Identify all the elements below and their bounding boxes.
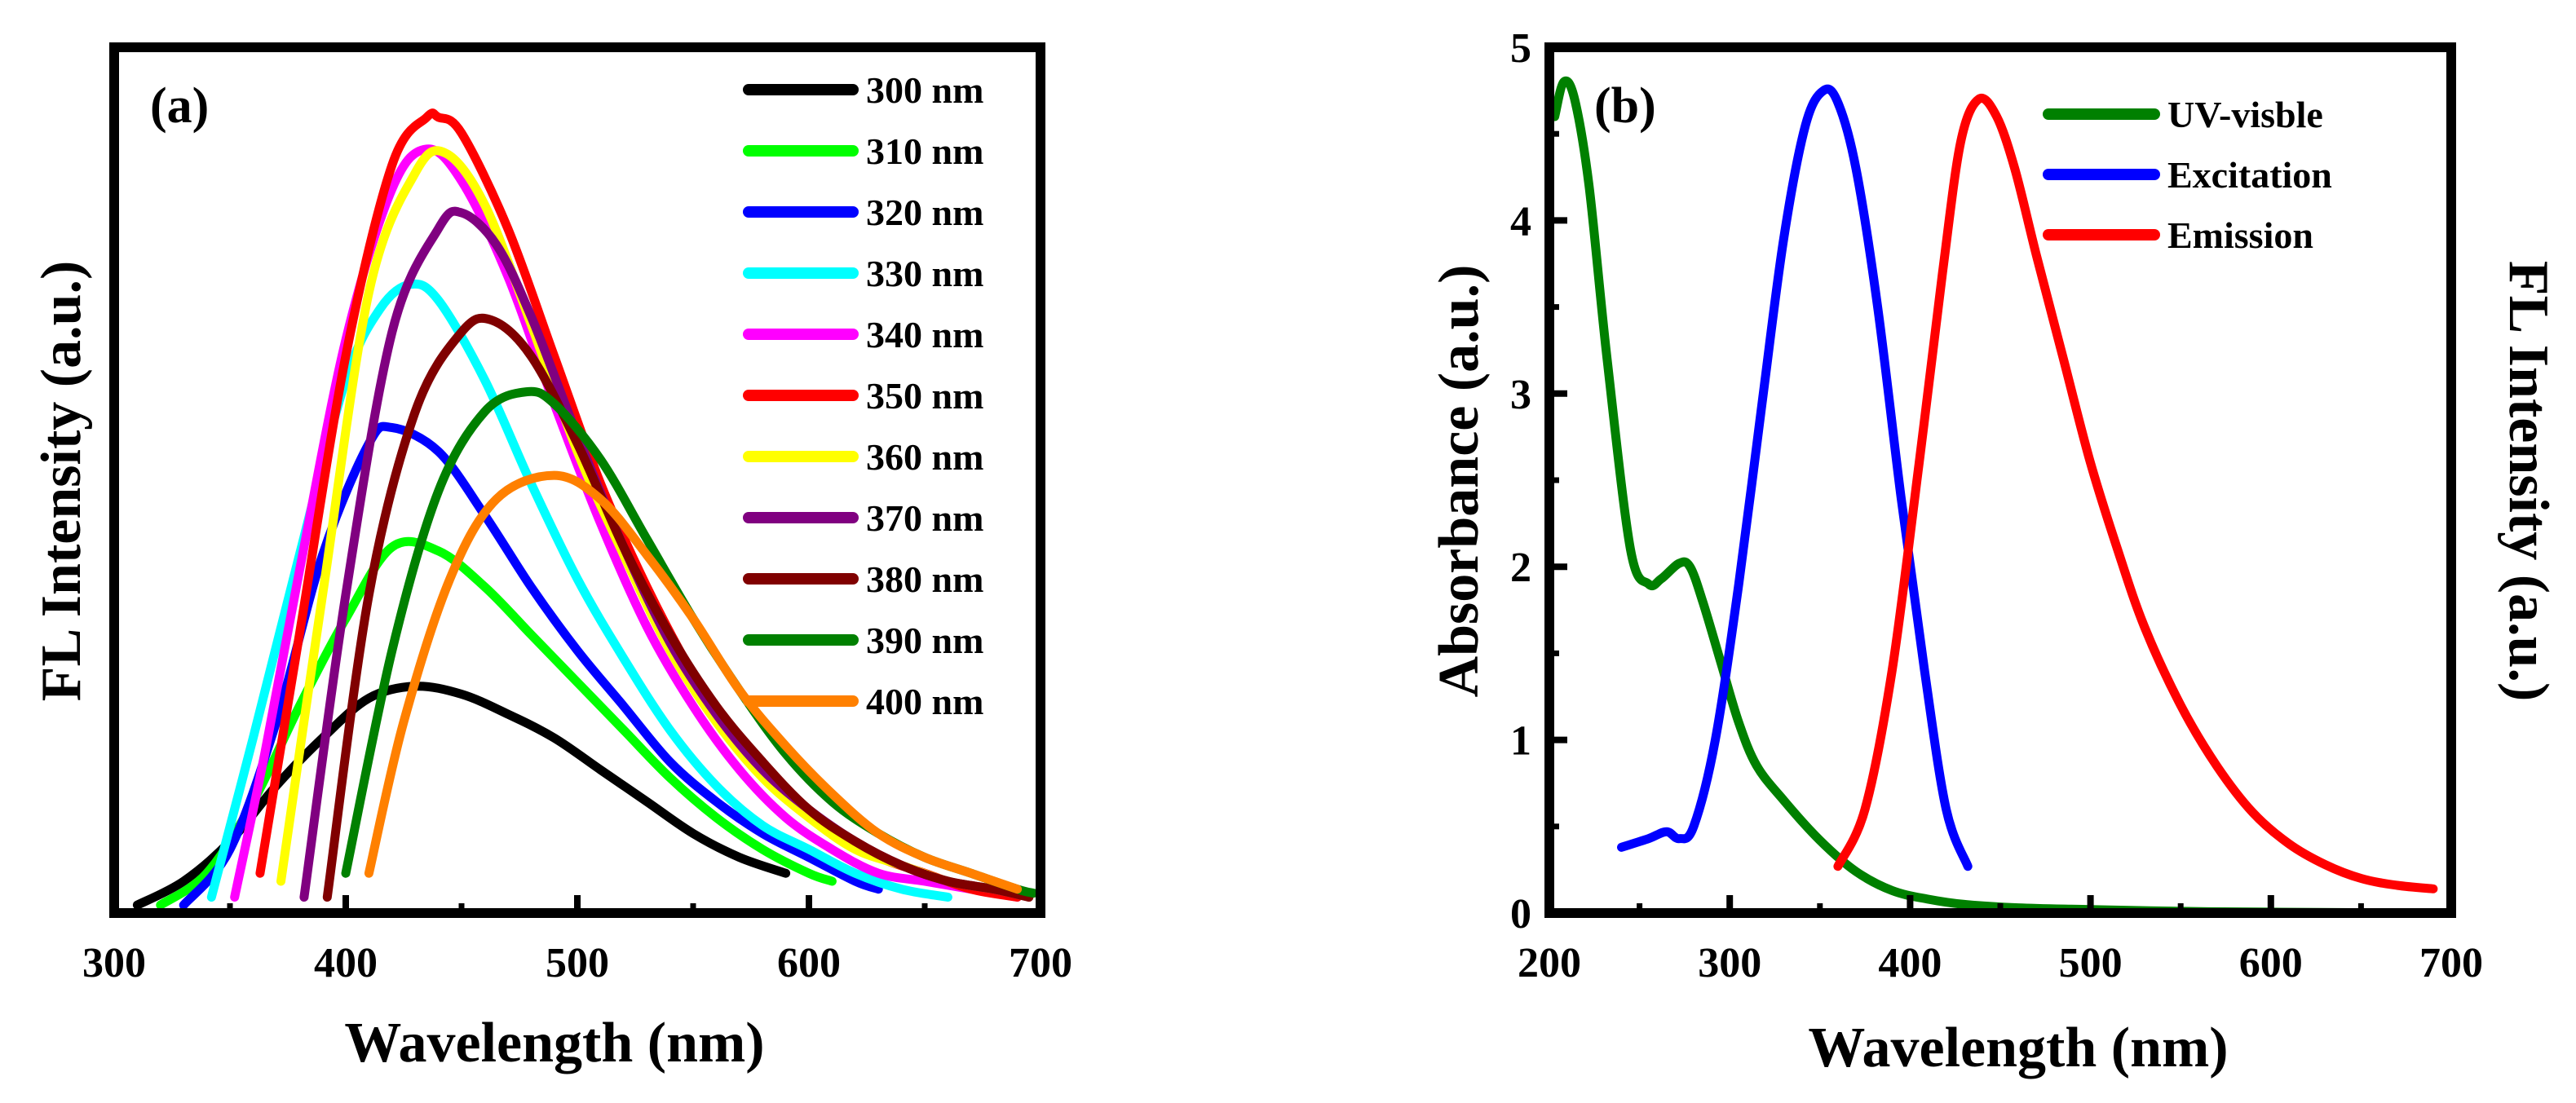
legend-label-320-nm: 320 nm [866, 192, 983, 233]
panel-b-legend: UV-visble Excitation Emission [2043, 94, 2332, 256]
y-tick-label-4: 4 [1510, 198, 1531, 245]
panel-b-y-axis-title: Absorbance (a.u.) [1428, 265, 1491, 698]
legend-label-300-nm: 300 nm [866, 69, 983, 111]
panel-b-ticks: 200 300 400 500 600 700 0 1 2 3 4 5 [1510, 25, 2483, 986]
legend-label-excitation: Excitation [2167, 154, 2332, 196]
x-tick-label-700: 700 [1009, 940, 1072, 986]
series-line-380-nm [322, 313, 1034, 902]
legend-label-emission: Emission [2167, 214, 2313, 256]
panel-b-curves [1550, 76, 2456, 918]
panel-a-y-axis-title: FL Intensity (a.u.) [30, 261, 93, 702]
legend-label-370-nm: 370 nm [866, 497, 983, 539]
x-tick-label-300: 300 [82, 940, 146, 986]
legend-label-uv-visble: UV-visble [2167, 94, 2323, 135]
y-tick-label-0: 0 [1510, 891, 1531, 938]
legend-label-390-nm: 390 nm [866, 620, 983, 661]
panel-a-x-axis-title: Wavelength (nm) [344, 1012, 764, 1074]
x-tick-label-500: 500 [2059, 940, 2123, 986]
panel-a-x-ticks: 300 400 500 600 700 [82, 895, 1072, 986]
legend-label-350-nm: 350 nm [866, 375, 983, 417]
legend-label-400-nm: 400 nm [866, 681, 983, 722]
panel-b-label: (b) [1594, 78, 1656, 134]
panel-a-curves [132, 108, 1038, 910]
legend-label-330-nm: 330 nm [866, 253, 983, 294]
legend-label-310-nm: 310 nm [866, 130, 983, 172]
x-tick-label-600: 600 [777, 940, 841, 986]
y-tick-label-2: 2 [1510, 545, 1531, 591]
series-line-400-nm [364, 470, 1023, 894]
series-line-310-nm [156, 536, 837, 910]
x-tick-label-300: 300 [1698, 940, 1761, 986]
x-tick-label-500: 500 [546, 940, 609, 986]
series-line-uv-visble [1550, 76, 2456, 918]
x-tick-label-200: 200 [1518, 940, 1581, 986]
x-tick-label-400: 400 [314, 940, 378, 986]
y-tick-label-3: 3 [1510, 372, 1531, 418]
panel-a-legend: 300 nm 310 nm 320 nm 330 nm 340 nm 350 nm 360 … [743, 69, 983, 722]
legend-label-360-nm: 360 nm [866, 436, 983, 478]
legend-label-380-nm: 380 nm [866, 558, 983, 600]
y-tick-label-1: 1 [1510, 718, 1531, 765]
legend-label-340-nm: 340 nm [866, 314, 983, 355]
x-tick-label-600: 600 [2239, 940, 2303, 986]
panel-a-label: (a) [150, 78, 209, 134]
series-line-emission [1833, 94, 2438, 893]
panel-b-right-axis-title: FL Intensity (a.u.) [2497, 261, 2560, 702]
y-tick-label-5: 5 [1510, 25, 1531, 72]
x-tick-label-400: 400 [1878, 940, 1942, 986]
panel-b: 200 300 400 500 600 700 0 1 2 3 4 5 (b) Wavelength … [1428, 25, 2560, 1079]
panel-a: 300 400 500 600 700 (a) Wavelength (nm) FL I… [30, 42, 1072, 1074]
panel-b-x-axis-title: Wavelength (nm) [1808, 1017, 2228, 1079]
x-tick-label-700: 700 [2419, 940, 2483, 986]
